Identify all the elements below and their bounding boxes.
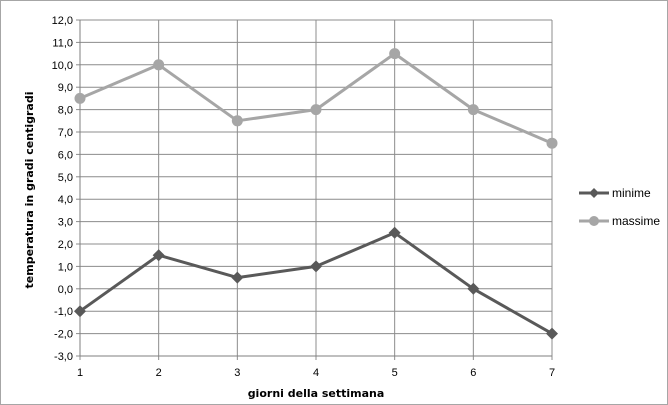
y-tick-label: 2,0	[58, 239, 73, 251]
x-tick-label: 2	[156, 367, 162, 379]
x-tick-labels: 1 2 3 4 5 6 7	[77, 367, 555, 379]
data-point-minime	[388, 226, 401, 239]
y-tick-label: 5,0	[58, 172, 73, 184]
x-tick-label: 4	[313, 367, 319, 379]
y-tick-label: 12,0	[52, 15, 73, 27]
y-tick-label: 1,0	[58, 261, 73, 273]
y-tick-labels: -3,0 -2,0 -1,0 0,0 1,0 2,0 3,0 4,0 5,0 6,0 7,0 8,0 9…	[52, 15, 73, 363]
data-point-massime	[153, 59, 165, 71]
data-point-massime	[231, 115, 243, 127]
legend-marker-massime	[589, 216, 599, 226]
legend: minime massime	[579, 186, 660, 228]
data-point-minime	[310, 260, 322, 273]
y-tick-label: 4,0	[58, 194, 73, 206]
legend-label-minime: minime	[612, 186, 651, 200]
data-point-minime	[231, 271, 244, 284]
data-point-massime	[389, 48, 401, 60]
y-tick-label: 7,0	[58, 127, 73, 139]
legend-label-massime: massime	[612, 214, 660, 228]
x-tick-label: 7	[549, 367, 555, 379]
legend-marker-minime	[589, 188, 599, 198]
data-point-massime	[467, 104, 479, 116]
x-tick-label: 1	[77, 367, 83, 379]
y-tick-label: -3,0	[54, 351, 73, 363]
data-point-minime	[546, 327, 558, 340]
y-tick-label: 0,0	[58, 284, 73, 296]
y-tick-label: -2,0	[54, 329, 73, 341]
data-point-massime	[546, 137, 558, 149]
grid-lines	[79, 19, 553, 357]
x-tick-label: 3	[234, 367, 240, 379]
data-point-massime	[74, 92, 86, 104]
x-tick-label: 5	[392, 367, 398, 379]
y-tick-label: 3,0	[58, 217, 73, 229]
x-axis-title: giorni della settimana	[248, 387, 385, 400]
axes	[76, 19, 553, 360]
y-tick-label: -1,0	[54, 306, 73, 318]
y-tick-label: 11,0	[52, 37, 73, 49]
data-point-massime	[310, 104, 322, 116]
x-tick-label: 6	[470, 367, 476, 379]
y-tick-label: 8,0	[58, 105, 73, 117]
series-group	[74, 48, 558, 340]
y-tick-label: 10,0	[52, 60, 73, 72]
y-tick-label: 9,0	[58, 82, 73, 94]
data-point-minime	[467, 282, 480, 295]
y-tick-label: 6,0	[58, 149, 73, 161]
data-point-minime	[152, 249, 165, 262]
data-point-minime	[74, 305, 86, 318]
y-axis-title: temperatura in gradi centigradi	[23, 92, 36, 289]
